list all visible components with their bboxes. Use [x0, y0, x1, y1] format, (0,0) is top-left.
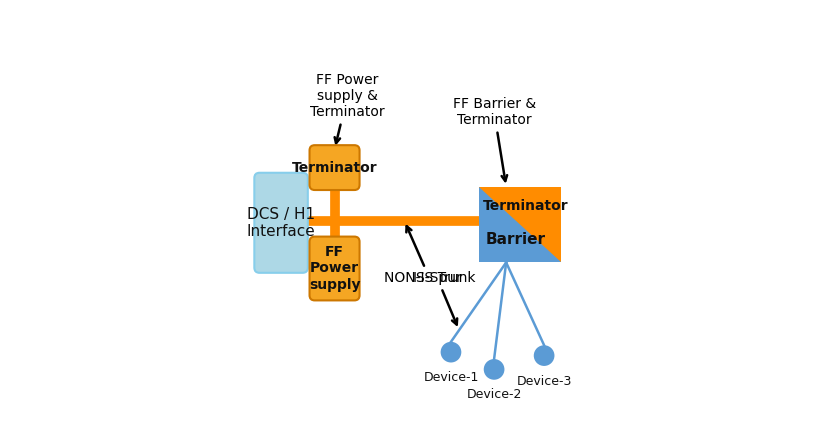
Circle shape	[441, 342, 461, 362]
Text: Terminator: Terminator	[483, 198, 569, 212]
FancyBboxPatch shape	[309, 145, 360, 190]
Text: FF
Power
supply: FF Power supply	[308, 246, 361, 292]
Circle shape	[484, 359, 504, 380]
Text: DCS / H1
Interface: DCS / H1 Interface	[246, 207, 316, 239]
Bar	[478, 186, 561, 263]
Text: Device-3: Device-3	[517, 375, 572, 388]
Polygon shape	[478, 186, 561, 263]
Text: FF Barrier &
Terminator: FF Barrier & Terminator	[453, 97, 535, 181]
Text: NON-IS Trunk: NON-IS Trunk	[384, 226, 475, 285]
Text: Terminator: Terminator	[292, 160, 377, 175]
Text: Device-1: Device-1	[424, 371, 479, 384]
Text: Barrier: Barrier	[486, 232, 545, 247]
Circle shape	[534, 345, 554, 366]
FancyBboxPatch shape	[255, 173, 308, 273]
Text: FF Power
supply &
Terminator: FF Power supply & Terminator	[310, 73, 385, 143]
Text: IS-Spur: IS-Spur	[412, 271, 462, 325]
FancyBboxPatch shape	[309, 237, 360, 301]
Text: Device-2: Device-2	[467, 388, 521, 401]
